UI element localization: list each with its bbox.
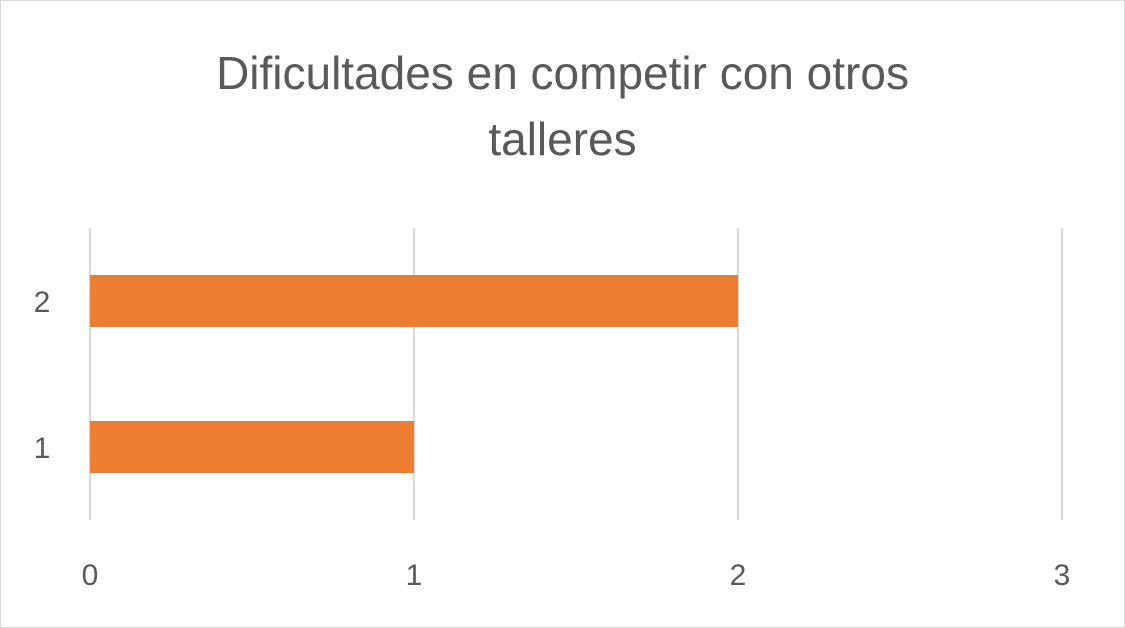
y-tick-label: 1 xyxy=(34,432,51,465)
y-tick-label: 2 xyxy=(34,286,51,319)
x-tick-label: 2 xyxy=(730,559,747,592)
grid-layer xyxy=(89,228,1063,520)
x-axis-ticks: 0 1 2 3 xyxy=(82,559,1071,592)
chart-title-line-2: talleres xyxy=(488,113,637,165)
x-tick-label: 0 xyxy=(82,559,99,592)
y-axis-ticks: 12 xyxy=(34,286,51,465)
x-tick-label: 3 xyxy=(1054,559,1071,592)
bar-2 xyxy=(90,275,738,327)
bar-1 xyxy=(90,421,414,473)
chart-title-line-1: Dificultades en competir con otros xyxy=(216,47,909,99)
chart-title: Dificultades en competir con otros talle… xyxy=(0,40,1125,172)
x-tick-label: 1 xyxy=(406,559,423,592)
bar-layer xyxy=(90,275,738,473)
